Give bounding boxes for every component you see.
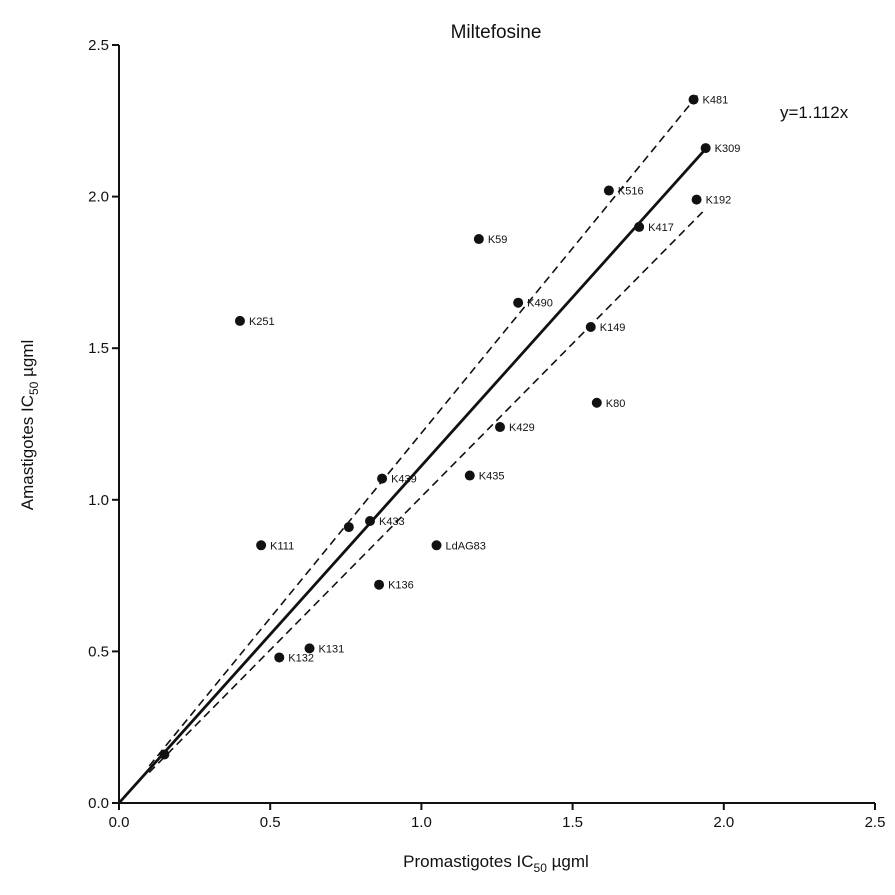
point-label: K490 [527,298,553,310]
lower-confidence-line [148,211,704,773]
point-label: K59 [488,234,508,246]
y-tick-label: 0.5 [88,643,109,660]
data-point [634,221,645,232]
regression-line-group [117,147,707,804]
data-point [377,473,388,484]
point-label: K136 [388,580,414,592]
data-point [304,643,315,654]
point-label: K111 [270,540,294,552]
data-point [343,522,354,533]
axes: 0.0 0.5 1.0 1.5 2.0 2.5 0.0 0.5 1.0 1.5 2.0 2.5 [88,37,885,831]
x-tick-label: 1.0 [411,814,432,831]
point-label: LdAG83 [446,540,486,552]
y-tick-label: 2.0 [88,189,109,206]
data-point [256,540,267,551]
point-label: K192 [706,195,732,207]
x-tick-label: 0.0 [109,814,130,831]
x-tick-label: 2.0 [713,814,734,831]
x-axis-label: Promastigotes IC50 µgml [403,852,589,875]
data-point [274,652,285,663]
point-label: K309 [715,143,741,155]
point-label: K149 [600,322,626,334]
data-point [603,185,614,196]
x-tick-label: 1.5 [562,814,583,831]
y-tick-label: 0.0 [88,795,109,812]
data-point [464,470,475,481]
point-label: K131 [319,643,345,655]
confidence-band [148,92,704,773]
x-tick-label: 0.5 [260,814,281,831]
x-tick-label: 2.5 [865,814,886,831]
data-point [691,194,702,205]
data-point [374,579,385,590]
data-point [495,422,506,433]
data-point [234,315,245,326]
data-point [431,540,442,551]
data-points: K481 K309 K516 K192 K417 K59 K490 K251 K149 K80 K4… [159,94,741,760]
y-axis-label: Amastigotes IC50 µgml [18,340,41,511]
point-label: K80 [606,398,626,410]
regression-equation: y=1.112x [780,103,849,122]
regression-line [117,147,707,804]
chart-title: Miltefosine [451,22,542,43]
point-label: K439 [391,474,417,486]
point-label: K433 [379,516,405,528]
point-label: K516 [618,186,644,198]
y-tick-label: 2.5 [88,37,109,54]
point-label: K132 [288,652,314,664]
data-point [513,297,524,308]
data-point [688,94,699,105]
point-label: K481 [703,95,729,107]
point-label: K429 [509,422,535,434]
y-tick-label: 1.5 [88,340,109,357]
point-label: K435 [479,471,505,483]
data-point [364,516,375,527]
data-point [473,234,484,245]
upper-confidence-line [148,92,701,767]
data-point [591,397,602,408]
point-label: K417 [648,222,674,234]
data-point [700,143,711,154]
data-point [159,749,170,760]
data-point [585,321,596,332]
point-label: K251 [249,316,275,328]
y-tick-label: 1.0 [88,492,109,509]
